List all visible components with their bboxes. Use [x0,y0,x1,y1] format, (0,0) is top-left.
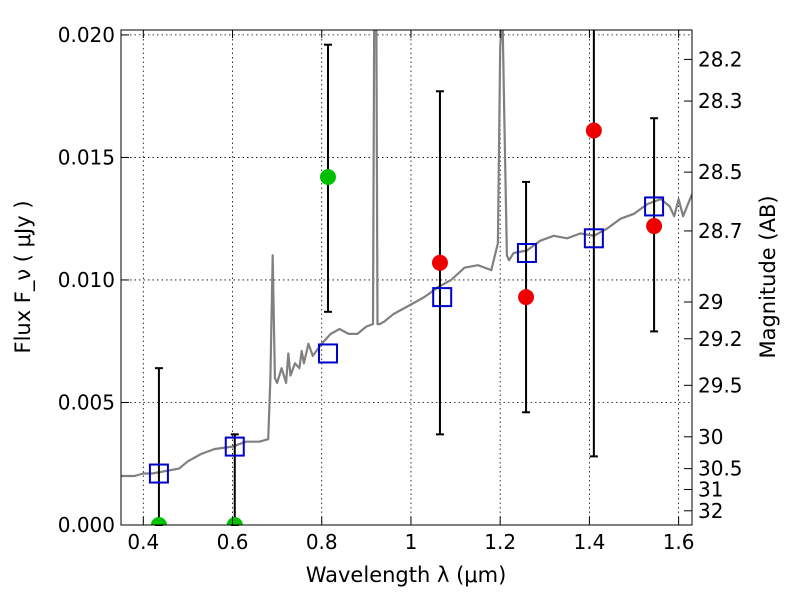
model-box-marker [224,436,245,457]
model-box-marker [583,228,604,249]
x-axis-label: Wavelength λ (μm) [306,563,507,587]
right-axis-label: Magnitude (AB) [756,195,780,358]
ticks-layer [121,30,692,526]
right-tick-label: 30.5 [698,457,743,481]
spectrum-line [121,30,692,478]
x-tick-label: 0.6 [217,530,249,554]
model-box-marker [432,287,453,308]
detection-point [585,122,602,139]
right-tick-label: 29.5 [698,373,743,397]
detection-point [646,218,663,235]
plot-frame [120,29,693,526]
x-tick-label: 1.2 [484,530,516,554]
marker-layer [148,122,665,525]
right-tick-label: 28.7 [698,219,743,243]
secondary-point [226,517,243,525]
grid [121,30,692,525]
secondary-point [319,169,336,186]
y-tick-label: 0.010 [58,268,115,292]
secondary-point [150,517,167,525]
x-tick-label: 0.8 [306,530,338,554]
y-tick-label: 0.005 [58,390,115,414]
spectrum-layer [121,30,692,478]
right-tick-label: 28.3 [698,89,743,113]
x-tick-label: 1 [405,530,418,554]
y-axis-label: Flux F_ν ( μJy ) [11,200,36,353]
right-tick-label: 32 [698,499,723,523]
model-box-marker [148,463,169,484]
y-tick-label: 0.015 [58,145,115,169]
right-tick-label: 28.2 [698,47,743,71]
y-tick-label: 0.020 [58,23,115,47]
x-tick-label: 1.4 [573,530,605,554]
x-tick-label: 0.4 [127,530,159,554]
right-tick-label: 30 [698,425,723,449]
x-tick-label: 1.6 [663,530,695,554]
detection-point [518,289,535,306]
detection-point [431,254,448,271]
right-tick-label: 29 [698,290,723,314]
errorbar-layer [154,30,659,526]
labels-layer: 0.4 0.6 0.8 1 1.2 1.4 1.6 0.000 0.005 0.010 0.015 0… [58,23,743,554]
right-tick-label: 31 [698,477,723,501]
model-box-marker [516,242,537,263]
model-box-marker [317,343,338,364]
model-box-marker [644,196,665,217]
right-tick-label: 29.2 [698,327,743,351]
y-tick-label: 0.000 [58,513,115,537]
right-tick-label: 28.5 [698,160,743,184]
